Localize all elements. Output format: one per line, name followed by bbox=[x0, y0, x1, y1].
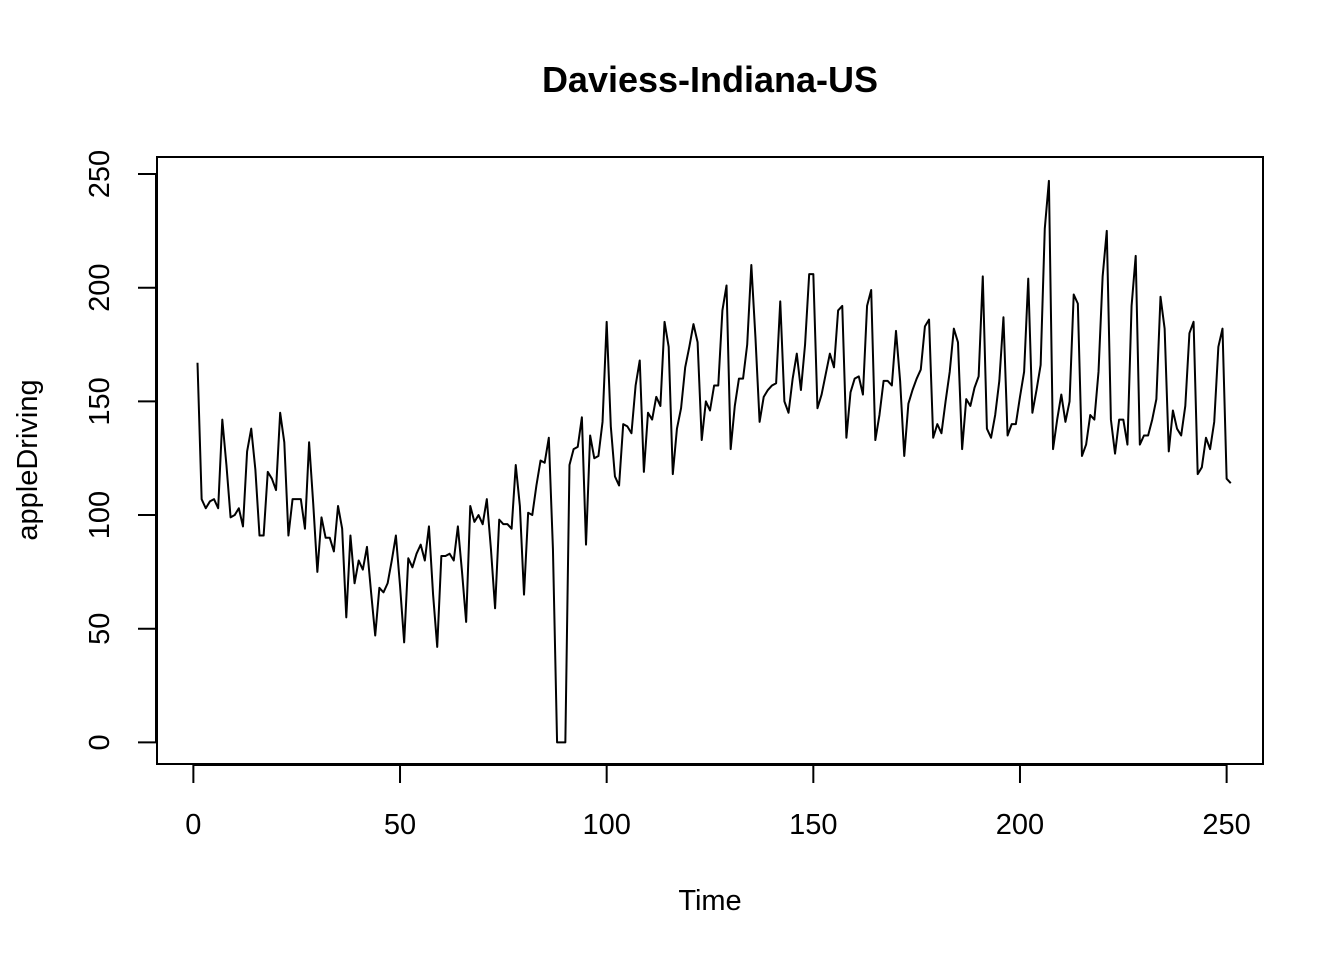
x-axis-label: Time bbox=[678, 885, 741, 917]
series-line bbox=[196, 179, 1232, 744]
y-tick-label: 50 bbox=[84, 613, 116, 645]
y-tick-label: 200 bbox=[84, 264, 116, 312]
x-tick-label: 50 bbox=[384, 809, 416, 841]
y-tick-label: 100 bbox=[84, 491, 116, 539]
x-axis: 0 50 100 150 200 250 bbox=[185, 764, 1251, 841]
chart-title: Daviess-Indiana-US bbox=[542, 59, 878, 100]
x-tick-label: 150 bbox=[789, 809, 837, 841]
series-layer bbox=[196, 179, 1232, 744]
y-tick-label: 250 bbox=[84, 150, 116, 198]
x-tick-label: 100 bbox=[582, 809, 630, 841]
y-tick-label: 150 bbox=[84, 377, 116, 425]
y-axis-label: appleDriving bbox=[12, 379, 44, 540]
x-tick-label: 250 bbox=[1202, 809, 1250, 841]
x-tick-label: 0 bbox=[185, 809, 201, 841]
plot-frame bbox=[156, 156, 1264, 765]
y-axis: 0 50 100 150 200 250 bbox=[84, 150, 157, 750]
x-tick-label: 200 bbox=[996, 809, 1044, 841]
y-tick-label: 0 bbox=[84, 734, 116, 750]
